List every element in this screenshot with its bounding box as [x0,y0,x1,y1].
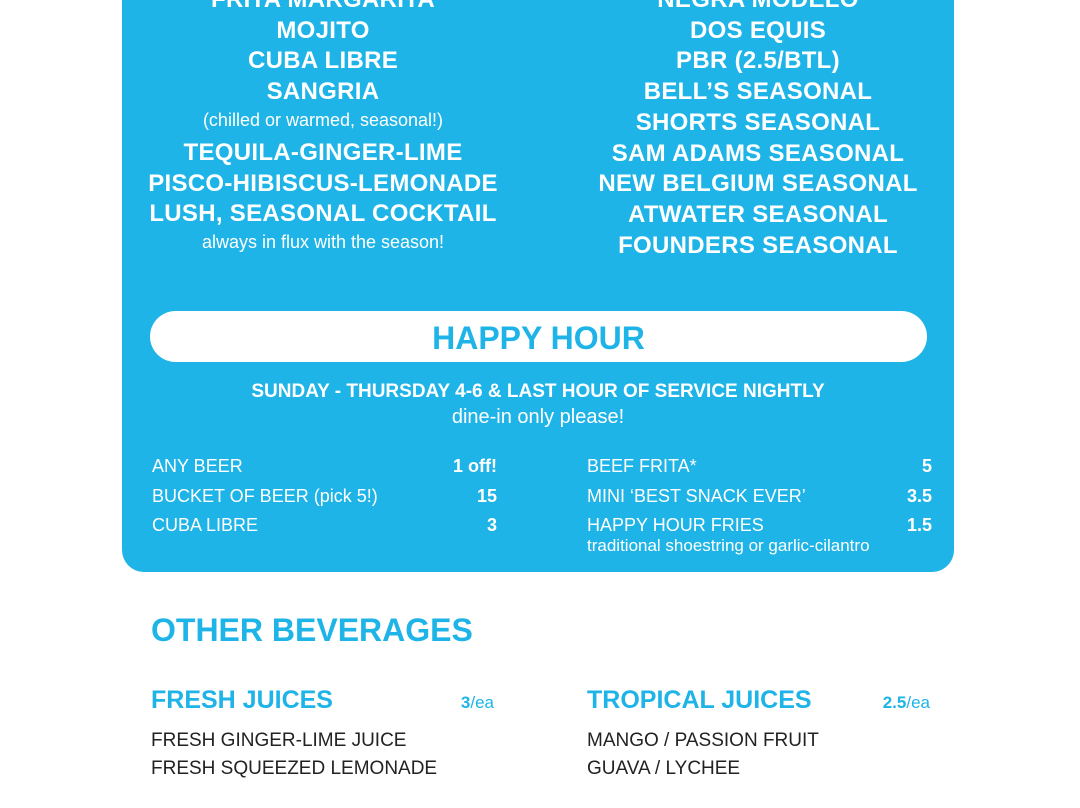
cocktail-item: PISCO-HIBISCUS-LEMONADE [148,169,498,197]
price-unit: /ea [906,693,930,712]
item-name: CUBA LIBRE [152,515,259,536]
item-price: 3 [486,515,497,536]
fresh-juices-title: FRESH JUICES [151,686,333,714]
item-price: 15 [476,485,497,506]
cocktail-item: FRITA MARGARITA [113,0,533,16]
beer-item: NEGRA MODELO [548,0,968,16]
happy-hour-banner: HAPPY HOUR [150,311,927,362]
cocktail-item: SANGRIA [266,78,380,106]
beer-item: PBR (2.5/BTL) [676,47,840,75]
menu-row: CUBA LIBRE 3 [152,511,497,541]
menu-row: MINI ‘BEST SNACK EVER’ 3.5 [587,482,932,512]
juice-item: GUAVA / LYCHEE [587,758,741,779]
beer-list: NEGRA MODELO DOS EQUIS PBR (2.5/BTL) BEL… [548,0,968,261]
section-title: OTHER BEVERAGES [151,612,473,648]
happy-hour-food: BEEF FRITA* 5 MINI ‘BEST SNACK EVER’ 3.5 H… [587,452,932,556]
juice-item: FRESH SQUEEZED LEMONADE [151,758,438,779]
price-unit: /ea [470,693,494,712]
item-price: 3.5 [906,485,932,506]
tropical-juices-price: 2.5 [882,693,907,712]
beer-item: SAM ADAMS SEASONAL [611,139,905,167]
drinks-card: FRITA MARGARITA MOJITO CUBA LIBRE SANGRI… [122,0,954,572]
tropical-juices-title: TROPICAL JUICES [587,686,812,714]
beer-item: NEW BELGIUM SEASONAL [598,170,918,198]
cocktail-list: FRITA MARGARITA MOJITO CUBA LIBRE SANGRI… [113,0,533,260]
menu-row: ANY BEER 1 off! [152,452,497,482]
happy-hour-schedule: SUNDAY - THURSDAY 4-6 & LAST HOUR OF SER… [251,381,825,402]
fresh-juices-price: 3 [460,693,471,712]
item-name: HAPPY HOUR FRIES [587,515,764,536]
happy-hour-title: HAPPY HOUR [432,320,645,356]
item-name: BUCKET OF BEER (pick 5!) [152,485,378,506]
juice-item: FRESH GINGER-LIME JUICE [151,730,407,751]
cocktail-note: always in flux with the season! [201,231,445,252]
beer-item: ATWATER SEASONAL [628,200,888,228]
beer-item: FOUNDERS SEASONAL [618,231,898,259]
beer-item: DOS EQUIS [689,16,827,44]
menu-row: BEEF FRITA* 5 [587,452,932,482]
juice-item: MANGO / PASSION FRUIT [587,730,819,751]
happy-hour-note: dine-in only please! [451,406,625,428]
item-price: 1 off! [453,456,497,477]
cocktail-item: MOJITO [276,16,370,44]
item-name: BEEF FRITA* [587,456,697,477]
beer-item: SHORTS SEASONAL [635,108,881,136]
cocktail-item: TEQUILA-GINGER-LIME [183,138,463,166]
item-name: ANY BEER [152,456,243,477]
item-name: MINI ‘BEST SNACK EVER’ [587,485,806,506]
item-description: traditional shoestring or garlic-cilantr… [587,535,870,555]
menu-row: BUCKET OF BEER (pick 5!) 15 [152,482,497,512]
cocktail-item: LUSH, SEASONAL COCKTAIL [149,200,497,228]
happy-hour-drinks: ANY BEER 1 off! BUCKET OF BEER (pick 5!) 1… [152,452,497,541]
menu-row: HAPPY HOUR FRIES 1.5 [587,511,932,541]
item-price: 5 [921,456,932,477]
beer-item: BELL’S SEASONAL [643,78,873,106]
item-price: 1.5 [906,515,932,536]
fresh-juices: FRESH JUICES 3/ea FRESH GINGER-LIME JUICE… [151,686,494,783]
cocktail-note: (chilled or warmed, seasonal!) [202,109,444,130]
tropical-juices: TROPICAL JUICES 2.5/ea MANGO / PASSION FR… [587,686,930,783]
cocktail-item: CUBA LIBRE [247,47,399,75]
